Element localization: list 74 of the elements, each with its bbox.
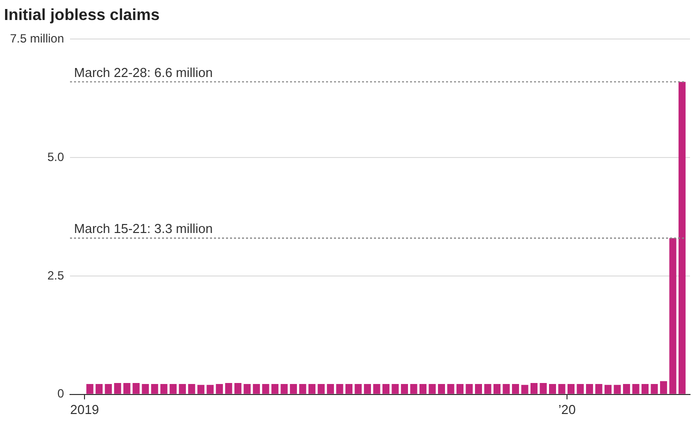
bar [364, 384, 371, 394]
x-tick-label: 2019 [70, 402, 100, 417]
bar [660, 381, 668, 394]
bar [456, 384, 464, 394]
bar [188, 384, 196, 394]
bar [382, 384, 390, 394]
bar [466, 384, 473, 394]
bar [234, 383, 242, 394]
bar [132, 383, 140, 394]
y-tick-label: 5.0 [47, 150, 64, 164]
bar [512, 384, 520, 394]
chart-title: Initial jobless claims [4, 7, 160, 24]
bar [623, 384, 630, 394]
y-tick-label: 2.5 [47, 268, 64, 282]
bar [318, 384, 325, 394]
bar [474, 384, 482, 394]
bar [345, 384, 352, 394]
bar [123, 383, 130, 394]
bar [576, 384, 584, 394]
bar [280, 384, 288, 394]
bar [521, 384, 528, 394]
bar [678, 82, 686, 394]
bar [142, 384, 149, 394]
bar [252, 384, 260, 394]
bar [244, 384, 251, 394]
bar [206, 384, 214, 394]
bar [290, 384, 297, 394]
bar [373, 384, 380, 394]
bar [540, 383, 547, 394]
bar [549, 384, 556, 394]
bar [438, 384, 445, 394]
bar [160, 384, 168, 394]
ref-line-label: March 22-28: 6.6 million [74, 64, 213, 80]
bar [178, 384, 186, 394]
bar [216, 384, 223, 394]
bar [86, 384, 94, 394]
bar [568, 384, 575, 394]
bar [410, 384, 418, 394]
bar [354, 384, 362, 394]
bar [632, 384, 640, 394]
bar [326, 384, 334, 394]
bar [419, 384, 426, 394]
y-tick-label: 0 [57, 386, 64, 401]
ref-line-label: March 15-21: 3.3 million [74, 221, 213, 236]
bar [225, 383, 232, 394]
bar [530, 383, 538, 394]
bar [586, 384, 594, 394]
bar [604, 384, 612, 394]
bar [558, 384, 566, 394]
bar [151, 384, 158, 394]
x-tick-label: ’20 [558, 402, 576, 417]
bar [400, 384, 408, 394]
bar [502, 384, 510, 394]
bar [447, 384, 454, 394]
bar [299, 384, 306, 394]
bar [104, 384, 112, 394]
bar [271, 384, 278, 394]
bar [197, 384, 204, 394]
bar [595, 384, 602, 394]
bar [642, 384, 649, 394]
bar [650, 384, 658, 394]
bar [114, 383, 122, 394]
y-tick-label: 7.5 million [10, 32, 64, 46]
bar [336, 384, 344, 394]
bar [493, 384, 501, 394]
bar [669, 238, 676, 394]
bar [262, 384, 270, 394]
bar [614, 384, 621, 394]
bar [392, 384, 399, 394]
bar [428, 384, 436, 394]
bar [484, 384, 492, 394]
bar [96, 384, 103, 394]
bar [308, 384, 316, 394]
bar [170, 384, 177, 394]
